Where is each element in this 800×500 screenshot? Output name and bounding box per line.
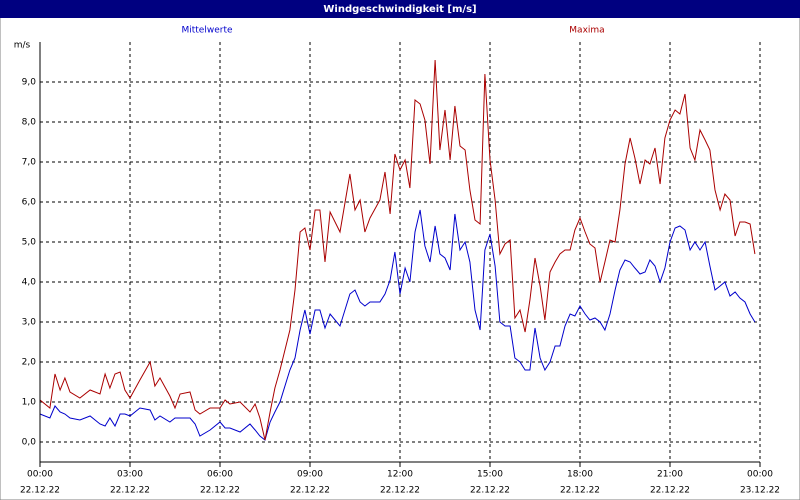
y-tick-label: 8,0: [22, 118, 37, 128]
x-tick-date: 22.12.22: [380, 486, 420, 496]
y-tick-label: 0,0: [22, 438, 37, 448]
y-tick-label: 5,0: [22, 238, 37, 248]
x-tick-date: 22.12.22: [560, 486, 600, 496]
x-tick-date: 23.12.22: [740, 486, 780, 496]
y-tick-label: 7,0: [22, 158, 37, 168]
series-lines: [39, 59, 756, 441]
legend-label: Maxima: [569, 26, 604, 36]
x-tick-label: 06:00: [207, 470, 233, 480]
x-tick-label: 00:00: [747, 470, 773, 480]
x-tick-label: 15:00: [477, 470, 503, 480]
legend-label: Mittelwerte: [181, 26, 232, 36]
x-tick-label: 09:00: [297, 470, 323, 480]
x-tick-label: 00:00: [27, 470, 53, 480]
x-tick-date: 22.12.22: [200, 486, 240, 496]
x-tick-label: 18:00: [567, 470, 593, 480]
series-line: [39, 209, 756, 441]
series-line: [39, 59, 756, 441]
chart-title: Windgeschwindigkeit [m/s]: [323, 4, 476, 15]
y-tick-label: 9,0: [22, 78, 37, 88]
x-tick-date: 22.12.22: [470, 486, 510, 496]
grid: [39, 42, 761, 462]
x-tick-date: 22.12.22: [650, 486, 690, 496]
x-tick-date: 22.12.22: [20, 486, 60, 496]
title-bar: [0, 0, 800, 18]
x-tick-date: 22.12.22: [290, 486, 330, 496]
y-tick-label: 1,0: [22, 398, 37, 408]
x-tick-label: 21:00: [657, 470, 683, 480]
y-tick-label: 4,0: [22, 278, 37, 288]
y-tick-label: 6,0: [22, 198, 37, 208]
y-tick-label: 3,0: [22, 318, 37, 328]
x-tick-label: 03:00: [117, 470, 143, 480]
x-tick-label: 12:00: [387, 470, 413, 480]
x-tick-date: 22.12.22: [110, 486, 150, 496]
y-unit: m/s: [14, 41, 31, 51]
axes: 0,0 1,0 2,0 3,0 4,0 5,0 6,0 7,0 8,0 9,0 00:00 22.12…: [20, 42, 780, 496]
y-tick-label: 2,0: [22, 358, 37, 368]
